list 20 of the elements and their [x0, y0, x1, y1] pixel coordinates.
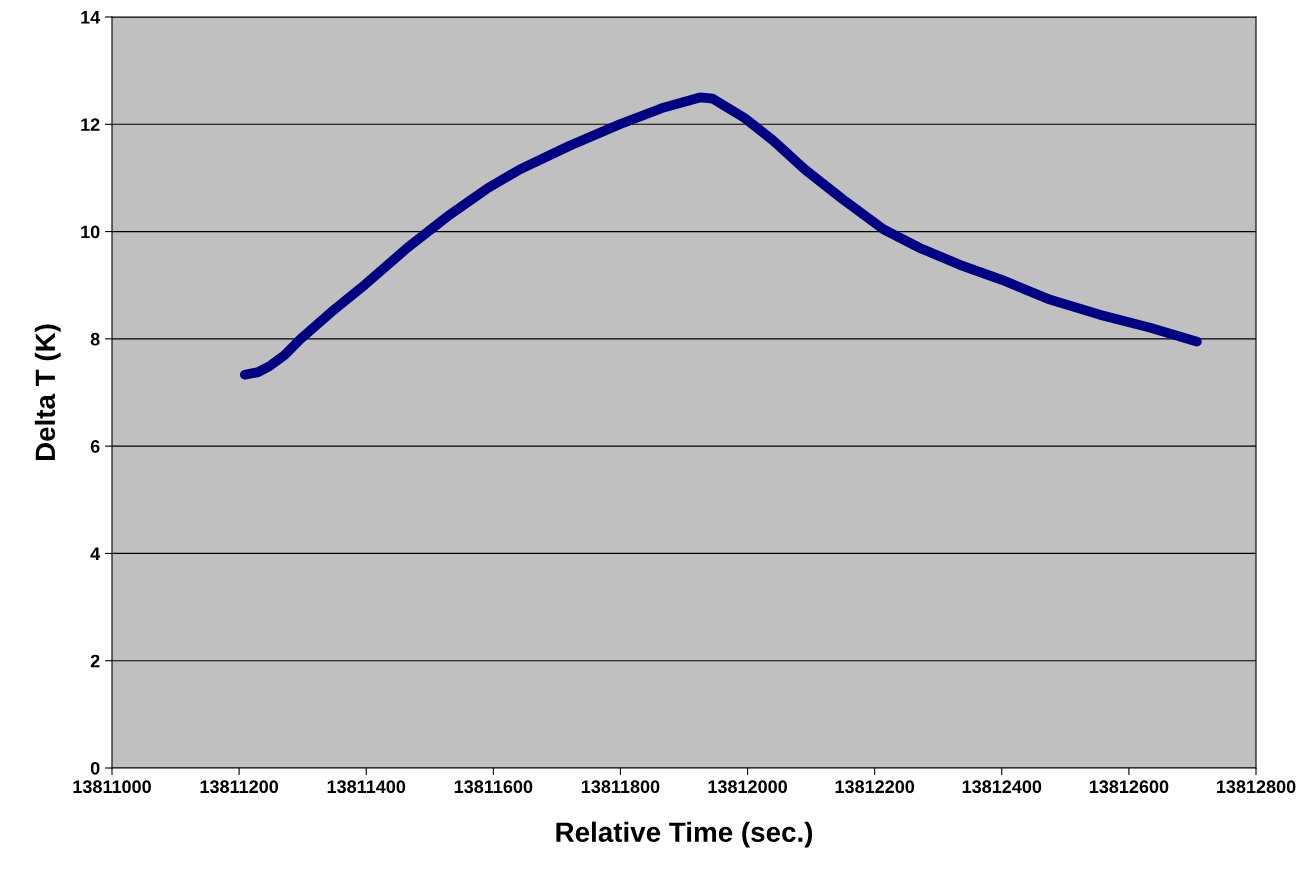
- x-tick-label: 13811600: [454, 780, 533, 794]
- y-tick-label: 6: [90, 440, 100, 453]
- x-tick-label: 13812400: [962, 780, 1042, 794]
- x-tick-label: 13811200: [200, 780, 279, 794]
- y-tick-label: 8: [90, 332, 100, 346]
- y-axis-title: Delta T (K): [34, 324, 61, 461]
- x-tick-label: 13811800: [581, 780, 660, 794]
- x-tick-label: 13812200: [835, 780, 915, 794]
- x-tick-label: 13811000: [73, 780, 151, 794]
- y-tick-label: 10: [81, 225, 100, 239]
- x-tick-label: 13812000: [708, 780, 787, 794]
- x-axis-title: Relative Time (sec.): [556, 821, 813, 848]
- y-tick-label: 0: [90, 761, 100, 775]
- y-tick-label: 14: [81, 11, 101, 24]
- y-tick-label: 2: [90, 654, 100, 668]
- x-tick-label: 13812600: [1089, 780, 1169, 794]
- x-tick-label: 13812800: [1216, 780, 1296, 794]
- y-tick-label: 4: [90, 547, 101, 560]
- y-tick-label: 12: [81, 118, 100, 131]
- x-tick-label: 13811400: [327, 780, 406, 794]
